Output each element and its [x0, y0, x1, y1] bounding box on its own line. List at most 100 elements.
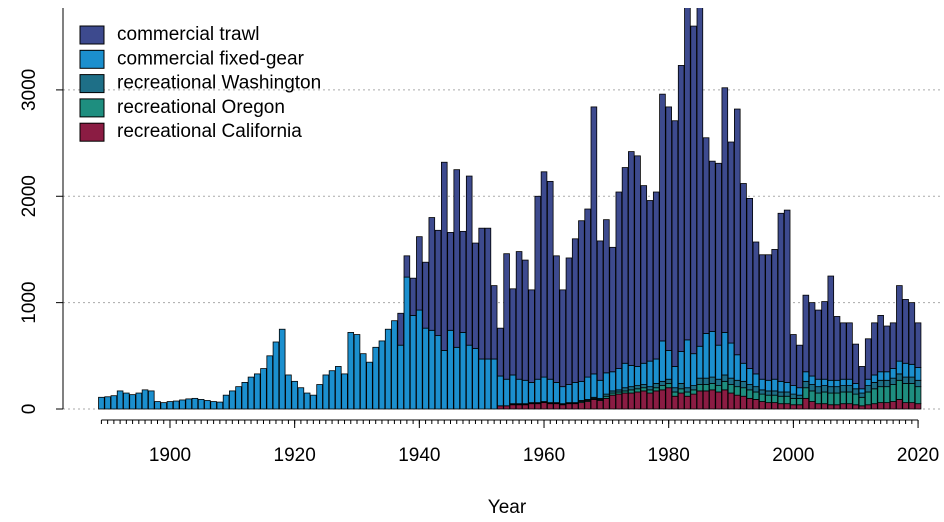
bar-segment	[902, 402, 909, 410]
bar-segment	[503, 253, 510, 380]
bar-segment	[571, 238, 579, 383]
bar-segment	[677, 392, 685, 410]
bar-segment	[609, 371, 616, 392]
bar-segment	[578, 380, 585, 401]
bar-segment	[528, 403, 535, 410]
bar-segment	[603, 219, 610, 374]
bar-segment	[104, 396, 111, 410]
bar-segment	[490, 285, 498, 360]
bar-segment	[634, 385, 641, 390]
bar-segment	[422, 327, 429, 410]
bar-segment	[752, 241, 760, 375]
bar-segment	[864, 385, 872, 393]
bar-segment	[478, 227, 485, 360]
bar-segment	[821, 385, 828, 393]
bar-segment	[596, 379, 604, 399]
bar-segment	[858, 388, 866, 394]
bar-segment	[758, 254, 766, 380]
bar-segment	[322, 374, 330, 410]
bar-segment	[709, 383, 716, 391]
bar-segment	[709, 160, 716, 332]
bar-segment	[403, 255, 411, 278]
bar-segment	[659, 380, 666, 386]
bar-segment	[777, 380, 785, 393]
bar-segment	[278, 328, 286, 410]
bar-segment	[565, 403, 573, 410]
bar-segment	[515, 404, 523, 410]
bar-segment	[534, 195, 542, 380]
bar-segment	[802, 371, 810, 382]
bar-segment	[409, 277, 417, 316]
bar-segment	[204, 400, 211, 410]
bar-segment	[802, 380, 810, 389]
bar-segment	[771, 394, 778, 404]
bar-segment	[366, 361, 373, 410]
bar-segment	[839, 385, 847, 393]
y-tick-label: 3000	[19, 69, 40, 111]
bar-segment	[584, 401, 591, 410]
bar-segment	[846, 391, 853, 405]
bar-segment	[746, 397, 754, 410]
bar-segment	[889, 384, 897, 402]
bar-segment	[684, 8, 691, 341]
bar-segment	[852, 388, 859, 395]
bar-segment	[677, 383, 685, 390]
bar-segment	[740, 362, 747, 382]
legend-label: recreational California	[117, 121, 302, 142]
bar-segment	[546, 403, 554, 410]
bar-segment	[503, 378, 510, 407]
bar-segment	[684, 395, 691, 410]
bar-segment	[559, 404, 566, 410]
bar-segment	[465, 344, 473, 410]
bar-segment	[696, 377, 704, 385]
bar-segment	[727, 392, 735, 410]
bar-segment	[497, 327, 504, 377]
bar-segment	[833, 386, 841, 394]
bar-segment	[559, 289, 566, 388]
bar-segment	[852, 343, 859, 384]
bar-segment	[696, 345, 704, 379]
bar-segment	[465, 175, 473, 346]
bar-segment	[391, 320, 398, 410]
bar-segment	[384, 328, 392, 410]
bar-segment	[827, 386, 835, 394]
bar-segment	[659, 93, 666, 342]
bar-segment	[540, 402, 548, 410]
bar-segment	[316, 384, 323, 410]
bar-segment	[578, 220, 585, 382]
x-tick-label: 1920	[274, 445, 316, 466]
bar-segment	[515, 251, 523, 380]
bar-segment	[659, 340, 666, 382]
bar-segment	[746, 389, 754, 399]
bar-segment	[914, 379, 922, 388]
bar-segment	[634, 155, 641, 367]
bar-segment	[734, 379, 741, 388]
bar-segment	[671, 391, 679, 397]
bar-segment	[815, 392, 822, 405]
bar-segment	[702, 390, 710, 410]
bar-segment	[783, 395, 791, 405]
bar-segment	[758, 401, 766, 410]
bar-segment	[727, 384, 735, 394]
bar-segment	[740, 380, 747, 389]
bar-segment	[883, 379, 891, 388]
bar-segment	[665, 106, 672, 351]
bar-segment	[185, 398, 192, 410]
bar-segment	[721, 380, 729, 391]
bar-segment	[596, 240, 604, 381]
bar-segment	[540, 376, 548, 402]
bar-segment	[889, 401, 897, 410]
bar-segment	[522, 259, 529, 381]
bar-segment	[846, 378, 853, 386]
bar-segment	[734, 386, 741, 396]
bar-segment	[478, 358, 485, 410]
bar-segment	[652, 390, 660, 410]
bar-segment	[652, 383, 660, 389]
bar-segment	[883, 402, 891, 410]
bar-segment	[771, 378, 778, 392]
bar-segment	[758, 393, 766, 402]
bar-segment	[628, 386, 635, 391]
bar-segment	[241, 382, 249, 410]
bar-segment	[665, 383, 672, 389]
bar-segment	[871, 388, 878, 405]
